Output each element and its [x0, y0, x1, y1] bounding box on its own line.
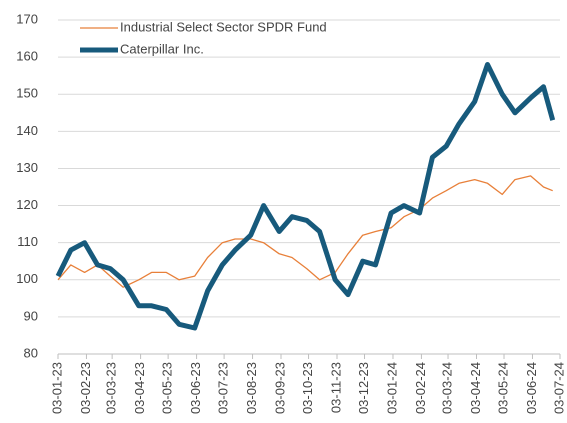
x-tick-label: 03-01-24 — [384, 362, 399, 414]
x-tick-label: 03-11-23 — [328, 362, 343, 413]
x-tick-label: 03-08-23 — [244, 362, 259, 414]
x-tick-label: 03-04-24 — [468, 362, 483, 414]
x-tick-label: 03-07-24 — [551, 362, 566, 414]
series-line — [55, 62, 556, 331]
x-tick-label: 03-05-23 — [160, 362, 175, 414]
y-tick-label: 80 — [24, 345, 38, 360]
x-tick-label: 03-03-24 — [439, 362, 454, 414]
x-tick-label: 03-03-23 — [104, 362, 119, 414]
x-tick-label: 03-02-24 — [413, 362, 428, 414]
x-tick-label: 03-10-23 — [300, 362, 315, 414]
y-tick-label: 150 — [16, 86, 38, 101]
x-tick-label: 03-12-23 — [356, 362, 371, 414]
x-tick-label: 03-02-23 — [78, 362, 93, 414]
y-tick-label: 130 — [16, 160, 38, 175]
x-tick-label: 03-04-23 — [132, 362, 147, 414]
x-tick-label: 03-07-23 — [216, 362, 231, 414]
y-tick-label: 140 — [16, 123, 38, 138]
y-tick-label: 90 — [24, 308, 38, 323]
y-tick-label: 100 — [16, 271, 38, 286]
series-line — [57, 175, 553, 288]
x-tick-label: 03-09-23 — [272, 362, 287, 414]
x-tick-label: 03-01-23 — [49, 362, 64, 414]
x-tick-label: 03-06-23 — [188, 362, 203, 414]
y-tick-label: 160 — [16, 49, 38, 64]
x-tick-label: 03-05-24 — [495, 362, 510, 414]
y-tick-label: 120 — [16, 197, 38, 212]
y-tick-label: 110 — [17, 234, 38, 249]
x-tick-label: 03-06-24 — [524, 362, 539, 414]
legend-label: Caterpillar Inc. — [120, 41, 204, 56]
y-tick-label: 170 — [16, 11, 38, 26]
legend-label: Industrial Select Sector SPDR Fund — [120, 19, 327, 34]
